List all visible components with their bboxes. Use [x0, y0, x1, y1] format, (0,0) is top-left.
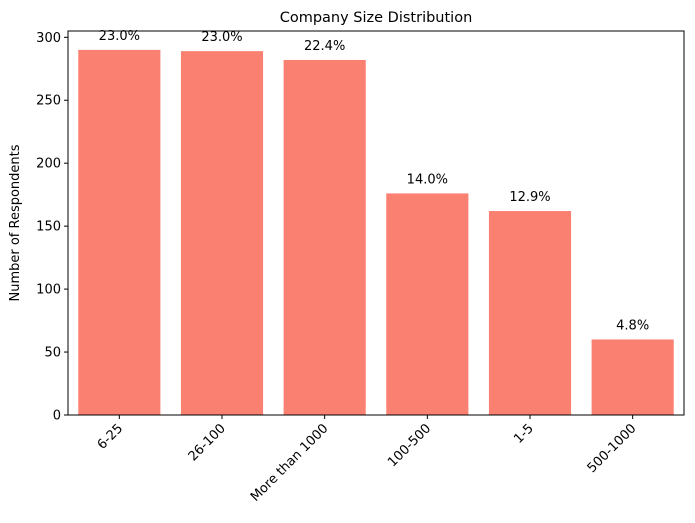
bar-more-than-1000	[283, 59, 366, 416]
data-label: 14.0%	[407, 172, 448, 187]
y-tick-label: 200	[36, 157, 61, 172]
y-tick-label: 150	[36, 220, 61, 235]
chart-title: Company Size Distribution	[280, 10, 473, 26]
bar-500-1000	[591, 339, 674, 415]
x-tick-label: 500-1000	[585, 421, 640, 476]
y-tick-label: 0	[53, 409, 61, 424]
y-tick-label: 300	[36, 31, 61, 46]
y-tick-label: 50	[44, 346, 61, 361]
x-tick-label: 26-100	[186, 421, 229, 464]
bar-100-500	[386, 193, 469, 415]
bar-26-100	[180, 51, 264, 416]
y-tick-label: 100	[36, 283, 61, 298]
data-label: 23.0%	[99, 29, 140, 44]
x-tick-label: More than 1000	[248, 421, 332, 505]
data-label: 22.4%	[304, 39, 345, 54]
axes-frame	[67, 30, 685, 416]
x-tick-label: 1-5	[511, 421, 537, 447]
y-axis-label: Number of Respondents	[8, 144, 23, 301]
plot-area: 23.0% 23.0% 22.4% 14.0% 12.9% 4.8% 0 50 100 150 20…	[36, 29, 685, 505]
data-label: 12.9%	[509, 190, 550, 205]
bar-6-25	[78, 49, 161, 415]
y-tick-label: 250	[36, 94, 61, 109]
data-label: 4.8%	[616, 318, 649, 333]
x-tick-label: 100-500	[385, 421, 434, 470]
x-tick-label: 6-25	[95, 421, 126, 452]
bar-1-5	[488, 211, 572, 415]
data-label: 23.0%	[201, 30, 242, 45]
